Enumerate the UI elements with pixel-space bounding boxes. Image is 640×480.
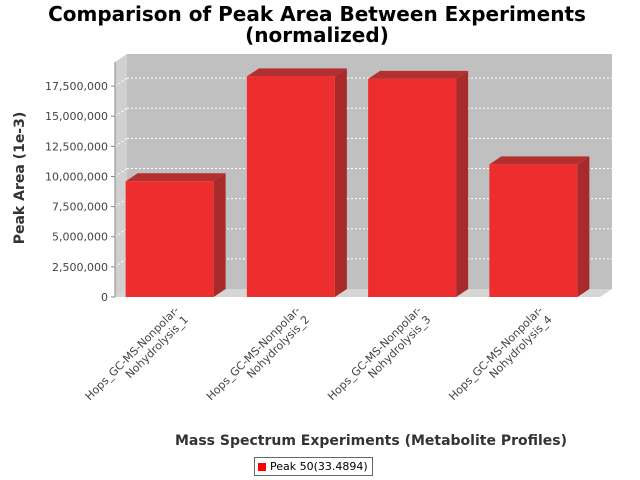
x-category-label: Hops_GC-MS-Nonpolar-Nohydrolysis_2 <box>204 304 312 412</box>
x-category-label: Hops_GC-MS-Nonpolar-Nohydrolysis_3 <box>325 304 433 412</box>
legend: Peak 50(33.4894) <box>254 457 373 476</box>
x-axis-category-labels: Hops_GC-MS-Nonpolar-Nohydrolysis_1 Hops_G… <box>83 304 555 412</box>
x-axis-title: Mass Spectrum Experiments (Metabolite Pr… <box>175 433 567 449</box>
bar-side <box>577 156 590 297</box>
bar-front <box>125 181 214 297</box>
bar <box>489 156 590 297</box>
bar-front <box>368 78 457 297</box>
bar <box>125 173 226 297</box>
gridline <box>114 107 128 117</box>
y-tick-label: 0 <box>101 291 108 304</box>
bar-side <box>334 68 347 297</box>
y-tick-label: 10,000,000 <box>45 170 108 183</box>
chart-title-line-2: (normalized) <box>245 23 389 47</box>
gridline <box>114 258 128 268</box>
y-tick-label: 5,000,000 <box>52 231 108 244</box>
gridline <box>114 168 128 177</box>
gridline <box>114 228 128 238</box>
plot-floor <box>115 289 612 297</box>
bar-top <box>489 156 590 165</box>
y-tick-label: 12,500,000 <box>45 140 108 153</box>
chart-title-line-1: Comparison of Peak Area Between Experime… <box>48 2 586 26</box>
y-tick-label: 2,500,000 <box>52 261 108 274</box>
x-category-label: Hops_GC-MS-Nonpolar-Nohydrolysis_1 <box>83 304 191 412</box>
x-category-label-line: Hops_GC-MS-Nonpolar- <box>325 304 424 403</box>
bar <box>368 70 469 297</box>
bar-top <box>368 70 469 79</box>
y-tick-label: 7,500,000 <box>52 201 108 214</box>
y-axis-ticks: 0 2,500,000 5,000,000 7,500,000 10,000,000 12… <box>45 80 115 304</box>
y-axis-title: Peak Area (1e-3) <box>12 112 28 245</box>
bar-side <box>213 173 226 297</box>
gridline <box>114 198 128 208</box>
x-category-label: Hops_GC-MS-Nonpolar-Nohydrolysis_4 <box>446 304 554 412</box>
gridline <box>114 137 128 147</box>
gridline <box>114 77 128 87</box>
legend-item-label: Peak 50(33.4894) <box>270 460 368 473</box>
bar-top <box>125 173 226 182</box>
plot-left-wall <box>115 54 127 297</box>
bar-top <box>246 68 347 77</box>
x-category-label-line: Hops_GC-MS-Nonpolar- <box>204 304 303 403</box>
y-tick-label: 17,500,000 <box>45 80 108 93</box>
legend-swatch <box>258 462 266 471</box>
y-tick-label: 15,000,000 <box>45 110 108 123</box>
bar-front <box>246 76 335 297</box>
bar-side <box>456 70 469 297</box>
x-category-label-line: Hops_GC-MS-Nonpolar- <box>83 304 182 403</box>
bar-front <box>489 164 578 297</box>
bars <box>125 68 590 297</box>
bar <box>246 68 347 297</box>
x-category-label-line: Hops_GC-MS-Nonpolar- <box>446 304 545 403</box>
